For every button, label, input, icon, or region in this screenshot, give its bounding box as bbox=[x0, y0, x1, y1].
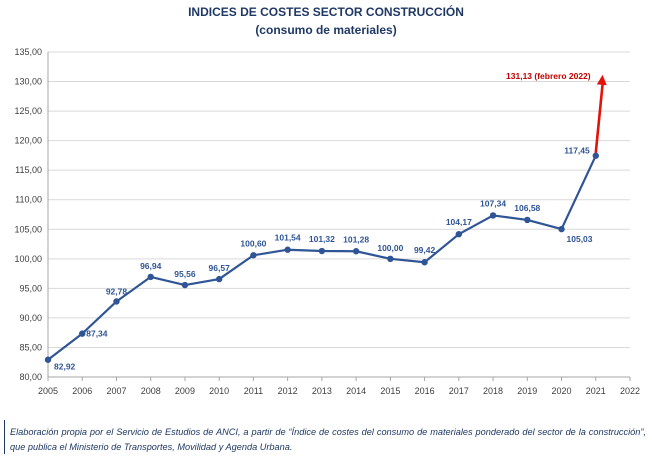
x-tick-label: 2013 bbox=[312, 386, 332, 396]
data-point bbox=[215, 275, 223, 283]
source-caption: Elaboración propia por el Servicio de Es… bbox=[10, 427, 646, 452]
data-point bbox=[524, 216, 531, 224]
data-point bbox=[558, 225, 565, 233]
annotation: 131,13 (febrero 2022) bbox=[506, 71, 607, 153]
data-point bbox=[250, 252, 257, 259]
y-tick-label: 125,00 bbox=[14, 106, 42, 116]
line-chart: 80,00 85,00 90,00 95,00 100,00 105,00 110,00 11… bbox=[14, 47, 640, 396]
data-label: 107,34 bbox=[480, 198, 506, 208]
data-point bbox=[181, 281, 189, 289]
data-label: 96,94 bbox=[140, 261, 162, 271]
data-point bbox=[387, 255, 394, 263]
series bbox=[44, 152, 599, 363]
data-label: 117,45 bbox=[564, 146, 590, 156]
data-point bbox=[284, 246, 291, 253]
gridlines bbox=[48, 51, 630, 348]
y-tick-label: 90,00 bbox=[19, 313, 42, 323]
data-point bbox=[352, 248, 360, 255]
caption-rule bbox=[4, 420, 5, 454]
chart-title: INDICES DE COSTES SECTOR CONSTRUCCIÓN bbox=[188, 5, 464, 19]
x-axis-ticks: 2005 2006 2007 2008 2009 2010 2011 2012 2013 2014… bbox=[38, 377, 640, 396]
data-point bbox=[79, 330, 86, 337]
x-tick-label: 2020 bbox=[552, 386, 572, 396]
x-tick-label: 2021 bbox=[586, 386, 606, 396]
data-label: 82,92 bbox=[54, 362, 76, 372]
x-tick-label: 2010 bbox=[209, 386, 229, 396]
y-tick-label: 130,00 bbox=[14, 77, 42, 87]
y-tick-label: 95,00 bbox=[19, 283, 42, 293]
data-label: 100,00 bbox=[377, 243, 403, 253]
x-tick-label: 2018 bbox=[483, 386, 503, 396]
y-tick-label: 110,00 bbox=[15, 195, 42, 205]
data-label: 101,32 bbox=[309, 234, 335, 244]
x-tick-label: 2006 bbox=[72, 386, 92, 396]
x-tick-label: 2012 bbox=[278, 386, 298, 396]
x-tick-label: 2007 bbox=[106, 386, 126, 396]
x-tick-label: 2008 bbox=[141, 386, 161, 396]
data-point bbox=[44, 356, 52, 363]
data-label: 96,57 bbox=[209, 263, 231, 273]
chart-subtitle: (consumo de materiales) bbox=[255, 23, 397, 37]
data-label: 100,60 bbox=[240, 238, 266, 248]
y-tick-label: 105,00 bbox=[14, 224, 42, 234]
data-point bbox=[421, 259, 428, 266]
x-tick-label: 2019 bbox=[517, 386, 537, 396]
annotation-label: 131,13 (febrero 2022) bbox=[506, 71, 591, 81]
data-point bbox=[113, 298, 120, 305]
annotation-arrow-shaft bbox=[594, 83, 604, 153]
axes bbox=[47, 52, 630, 378]
series-line bbox=[47, 155, 597, 361]
data-label: 87,34 bbox=[86, 329, 108, 339]
data-label: 105,03 bbox=[567, 234, 593, 244]
data-point bbox=[318, 247, 326, 255]
x-tick-label: 2016 bbox=[415, 386, 435, 396]
data-point bbox=[147, 273, 154, 281]
x-tick-label: 2017 bbox=[449, 386, 469, 396]
data-point bbox=[489, 212, 497, 219]
y-tick-label: 85,00 bbox=[19, 342, 42, 352]
data-label: 104,17 bbox=[446, 217, 472, 227]
data-point bbox=[455, 230, 463, 238]
data-label: 95,56 bbox=[174, 269, 196, 279]
data-point bbox=[592, 152, 599, 159]
annotation-arrow-head bbox=[596, 74, 607, 86]
x-tick-label: 2011 bbox=[244, 386, 263, 396]
data-label: 99,42 bbox=[414, 245, 436, 255]
data-label: 101,54 bbox=[275, 233, 301, 243]
data-label: 101,28 bbox=[343, 234, 369, 244]
y-tick-label: 115,00 bbox=[15, 165, 42, 175]
x-tick-label: 2014 bbox=[346, 386, 366, 396]
x-tick-label: 2005 bbox=[38, 386, 58, 396]
x-tick-label: 2022 bbox=[620, 386, 640, 396]
y-tick-label: 100,00 bbox=[14, 254, 42, 264]
x-tick-label: 2009 bbox=[175, 386, 195, 396]
data-label: 106,58 bbox=[514, 203, 540, 213]
y-axis-ticks: 80,00 85,00 90,00 95,00 100,00 105,00 110,00 11… bbox=[14, 47, 42, 382]
y-tick-label: 120,00 bbox=[14, 136, 42, 146]
x-tick-label: 2015 bbox=[380, 386, 400, 396]
y-tick-label: 135,00 bbox=[14, 47, 42, 57]
y-tick-label: 80,00 bbox=[19, 372, 42, 382]
data-label: 92,78 bbox=[106, 286, 128, 296]
data-labels: 82,92 87,34 92,78 96,94 95,56 96,57 100,60 101,… bbox=[54, 146, 593, 372]
